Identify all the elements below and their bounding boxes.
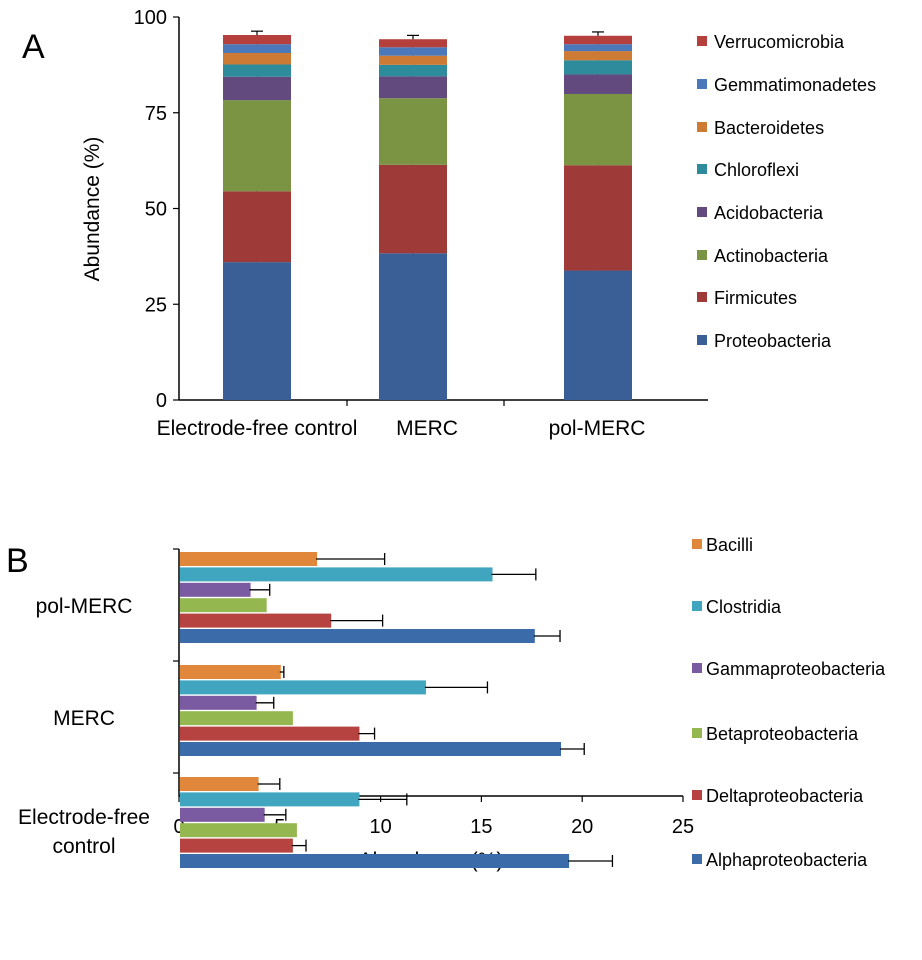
legend-label: Bacilli bbox=[706, 535, 753, 555]
legend-label: Acidobacteria bbox=[714, 203, 824, 223]
bar-bacilli bbox=[180, 777, 259, 791]
legend-swatch bbox=[697, 164, 707, 174]
bar-segment-firmicutes bbox=[564, 165, 632, 271]
bar-alphaproteobacteria bbox=[180, 854, 570, 868]
bar-segment-firmicutes bbox=[379, 164, 447, 254]
bar-segment-chloroflexi bbox=[564, 60, 632, 75]
legend-label: Deltaproteobacteria bbox=[706, 786, 864, 806]
legend-label: Firmicutes bbox=[714, 288, 797, 308]
panel-a-label: A bbox=[22, 28, 45, 66]
legend-label: Chloroflexi bbox=[714, 160, 799, 180]
bar-alphaproteobacteria bbox=[180, 742, 562, 756]
legend-swatch bbox=[697, 207, 707, 217]
legend-swatch bbox=[697, 335, 707, 345]
y-tick-label: 75 bbox=[145, 103, 167, 125]
legend-swatch bbox=[692, 601, 702, 611]
x-tick-label: 15 bbox=[470, 816, 492, 838]
y-tick-label: 0 bbox=[156, 390, 167, 412]
x-category-label: Electrode-free control bbox=[157, 417, 358, 440]
bar-segment-gemmatimonadetes bbox=[223, 44, 291, 54]
panel-b: B 0510152025Abundance (%)pol-MERCMERCEle… bbox=[6, 535, 886, 872]
legend-label: Actinobacteria bbox=[714, 246, 829, 266]
legend-swatch bbox=[697, 79, 707, 89]
bar-segment-chloroflexi bbox=[223, 64, 291, 77]
bar-segment-chloroflexi bbox=[379, 64, 447, 77]
bar-segment-verrucomicrobia bbox=[564, 35, 632, 45]
x-tick-label: 0 bbox=[173, 816, 184, 838]
x-tick-label: 10 bbox=[369, 816, 391, 838]
legend-swatch bbox=[697, 292, 707, 302]
bar-betaproteobacteria bbox=[180, 711, 293, 726]
y-axis-title: Abundance (%) bbox=[81, 137, 104, 282]
panel-a: A 0 25 50 75 100 Abundance (%) Electrode-free … bbox=[22, 7, 876, 440]
legend-swatch bbox=[692, 539, 702, 549]
bar-segment-verrucomicrobia bbox=[223, 35, 291, 45]
bar-clostridia bbox=[180, 680, 426, 695]
bar-segment-acidobacteria bbox=[223, 76, 291, 101]
panel-b-label: B bbox=[6, 542, 29, 580]
bar-clostridia bbox=[180, 792, 360, 807]
legend-swatch bbox=[697, 122, 707, 132]
y-tick-label: 50 bbox=[145, 199, 167, 221]
y-category-label: control bbox=[52, 835, 115, 858]
y-tick-label: 100 bbox=[134, 7, 167, 29]
y-tick-label: 25 bbox=[145, 294, 167, 316]
bar-segment-actinobacteria bbox=[379, 98, 447, 165]
bar-segment-proteobacteria bbox=[223, 262, 291, 400]
y-category-label: MERC bbox=[53, 707, 115, 730]
legend-label: Proteobacteria bbox=[714, 331, 832, 351]
bar-segment-acidobacteria bbox=[564, 74, 632, 94]
bar-gammaproteobacteria bbox=[180, 695, 257, 710]
bar-segment-actinobacteria bbox=[564, 93, 632, 166]
bar-betaproteobacteria bbox=[180, 823, 297, 838]
legend-label: Bacteroidetes bbox=[714, 118, 824, 138]
bar-segment-actinobacteria bbox=[223, 100, 291, 192]
legend-label: Clostridia bbox=[706, 597, 782, 617]
legend-label: Gemmatimonadetes bbox=[714, 75, 876, 95]
bar-bacilli bbox=[180, 665, 281, 679]
legend-swatch bbox=[697, 250, 707, 260]
bar-segment-gemmatimonadetes bbox=[564, 44, 632, 52]
bar-deltaproteobacteria bbox=[180, 726, 360, 741]
legend-swatch bbox=[692, 728, 702, 738]
legend-swatch bbox=[692, 854, 702, 864]
legend-swatch bbox=[692, 663, 702, 673]
bar-clostridia bbox=[180, 567, 493, 582]
bar-segment-bacteroidetes bbox=[223, 53, 291, 65]
legend-label: Verrucomicrobia bbox=[714, 32, 845, 52]
bar-segment-firmicutes bbox=[223, 191, 291, 263]
bar-bacilli bbox=[180, 552, 318, 566]
legend-swatch bbox=[697, 36, 707, 46]
bar-gammaproteobacteria bbox=[180, 582, 251, 597]
y-category-label: pol-MERC bbox=[36, 595, 133, 618]
bar-segment-acidobacteria bbox=[379, 76, 447, 99]
bar-deltaproteobacteria bbox=[180, 613, 332, 628]
bar-segment-bacteroidetes bbox=[379, 55, 447, 65]
legend-swatch bbox=[692, 790, 702, 800]
x-category-label: MERC bbox=[396, 417, 458, 440]
bar-segment-proteobacteria bbox=[379, 253, 447, 400]
bar-segment-gemmatimonadetes bbox=[379, 47, 447, 56]
x-tick-label: 20 bbox=[571, 816, 593, 838]
x-tick-label: 25 bbox=[672, 816, 694, 838]
y-category-label: Electrode-free bbox=[18, 806, 150, 829]
bar-betaproteobacteria bbox=[180, 598, 267, 613]
bar-gammaproteobacteria bbox=[180, 807, 265, 822]
legend-label: Gammaproteobacteria bbox=[706, 659, 886, 679]
bar-segment-bacteroidetes bbox=[564, 51, 632, 61]
x-category-label: pol-MERC bbox=[549, 417, 646, 440]
bar-deltaproteobacteria bbox=[180, 838, 293, 853]
legend-label: Alphaproteobacteria bbox=[706, 850, 868, 870]
bar-segment-verrucomicrobia bbox=[379, 39, 447, 48]
bar-alphaproteobacteria bbox=[180, 629, 535, 643]
bar-segment-proteobacteria bbox=[564, 270, 632, 400]
legend-label: Betaproteobacteria bbox=[706, 724, 859, 744]
